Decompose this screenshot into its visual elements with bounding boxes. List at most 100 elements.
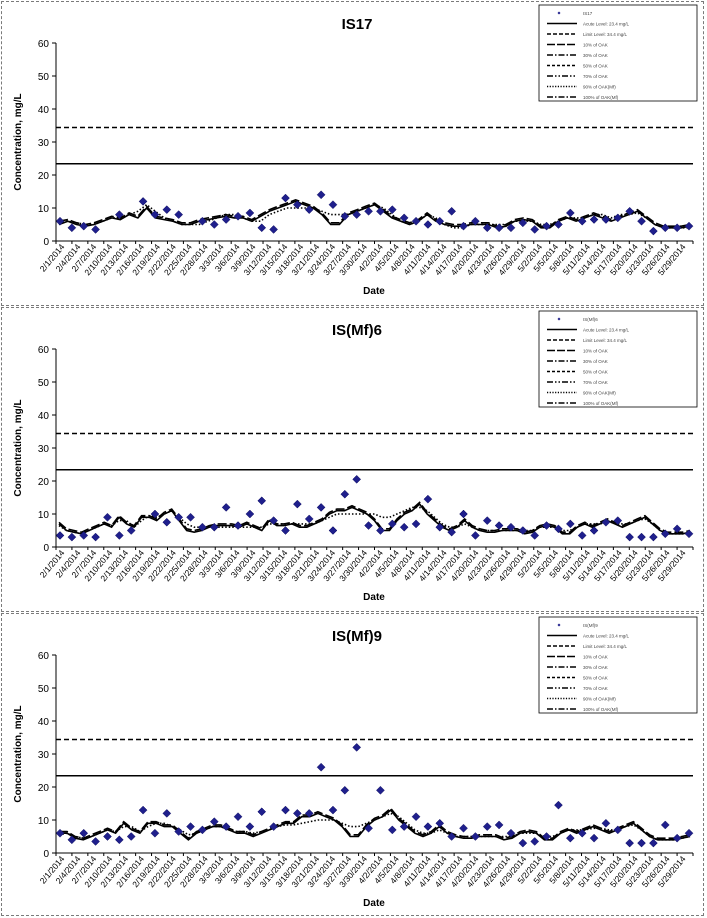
y-tick-label: 30	[38, 138, 50, 149]
data-point	[304, 809, 314, 818]
data-point	[245, 509, 255, 519]
data-point	[625, 532, 635, 542]
data-point	[364, 823, 373, 833]
legend-label: 30% of OAK	[583, 53, 608, 58]
data-point	[328, 805, 338, 815]
x-axis-label: Date	[363, 592, 385, 603]
legend-label: 100% of OAK(Mf)	[583, 707, 619, 712]
data-point	[565, 833, 575, 843]
chart-title: IS(Mf)6	[332, 322, 382, 339]
data-point	[198, 825, 207, 835]
data-point	[67, 835, 77, 845]
data-point	[387, 205, 397, 215]
data-point	[174, 512, 184, 522]
y-axis-label: Concentration, mg/L	[13, 93, 24, 190]
data-point	[613, 213, 623, 223]
data-point	[91, 532, 100, 542]
data-point	[589, 215, 599, 224]
data-point	[103, 832, 112, 841]
data-point	[399, 213, 409, 223]
data-point	[293, 499, 302, 509]
series-line	[58, 812, 691, 841]
data-point	[316, 762, 326, 772]
data-point	[376, 526, 385, 535]
data-point	[174, 827, 184, 836]
legend-box	[538, 616, 698, 714]
series-line	[58, 501, 691, 534]
data-point	[542, 221, 551, 231]
y-tick-label: 50	[38, 72, 50, 83]
data-point	[447, 832, 456, 841]
data-point	[352, 743, 362, 752]
data-point	[542, 832, 551, 841]
data-point	[221, 215, 231, 224]
legend-label: IS17	[583, 11, 593, 16]
data-point	[55, 531, 65, 540]
legend-label: IS(Mf)6	[583, 317, 598, 322]
data-point	[91, 225, 100, 234]
data-point	[233, 211, 243, 221]
data-point	[589, 526, 599, 535]
y-tick-label: 10	[38, 510, 50, 521]
data-point	[138, 197, 148, 206]
y-tick-label: 10	[38, 816, 50, 827]
data-point	[565, 208, 575, 218]
data-point	[411, 216, 421, 226]
data-point	[233, 521, 243, 530]
legend-label: Limit Level: 34.4 mg/L	[583, 32, 628, 37]
data-point	[637, 838, 646, 848]
data-point	[150, 828, 160, 838]
data-point	[530, 225, 540, 234]
legend-label: 70% of OAK	[583, 686, 608, 691]
data-point	[411, 519, 421, 529]
data-point	[376, 785, 385, 795]
y-axis-label: Concentration, mg/L	[13, 705, 24, 802]
y-tick-label: 50	[38, 684, 50, 695]
data-point	[542, 521, 551, 530]
y-tick-label: 40	[38, 411, 50, 422]
data-point	[660, 820, 670, 830]
data-point	[506, 522, 516, 532]
chart-title: IS(Mf)9	[332, 628, 382, 645]
data-point	[482, 516, 492, 525]
y-tick-label: 60	[38, 345, 50, 356]
data-point	[79, 531, 89, 540]
data-point	[281, 193, 290, 203]
legend-label: 90% of OAK(Mf)	[583, 391, 616, 396]
y-tick-label: 30	[38, 444, 50, 455]
data-point	[174, 210, 184, 219]
legend-label: 10% of OAK	[583, 349, 608, 354]
legend-label: 70% of OAK	[583, 74, 608, 79]
data-point	[245, 208, 255, 218]
series-line	[59, 807, 691, 840]
data-point	[186, 822, 195, 831]
data-point	[79, 221, 89, 231]
data-point	[459, 823, 468, 833]
legend-label: Acute Level: 23.4 mg/L	[583, 634, 630, 639]
series-line	[58, 502, 691, 535]
data-point	[269, 225, 278, 234]
data-point	[269, 516, 278, 525]
data-point	[209, 522, 219, 532]
data-point	[459, 509, 468, 519]
data-point	[281, 805, 290, 815]
data-point	[684, 529, 694, 539]
data-point	[423, 220, 433, 229]
legend-label: 10% of OAK	[583, 43, 608, 48]
data-point	[660, 223, 670, 233]
data-point	[399, 522, 409, 532]
series-line	[58, 203, 690, 229]
data-point	[126, 526, 136, 535]
data-point	[601, 215, 611, 224]
legend-label: 50% of OAK	[583, 676, 608, 681]
data-point	[471, 832, 480, 841]
legend-label: 50% of OAK	[583, 64, 608, 69]
legend-label: Limit Level: 34.4 mg/L	[583, 338, 628, 343]
data-point	[257, 496, 267, 506]
data-point	[494, 521, 504, 530]
data-point	[162, 205, 172, 215]
data-point	[684, 221, 694, 231]
data-point	[601, 818, 611, 828]
data-point	[114, 210, 124, 219]
data-point	[340, 489, 350, 499]
